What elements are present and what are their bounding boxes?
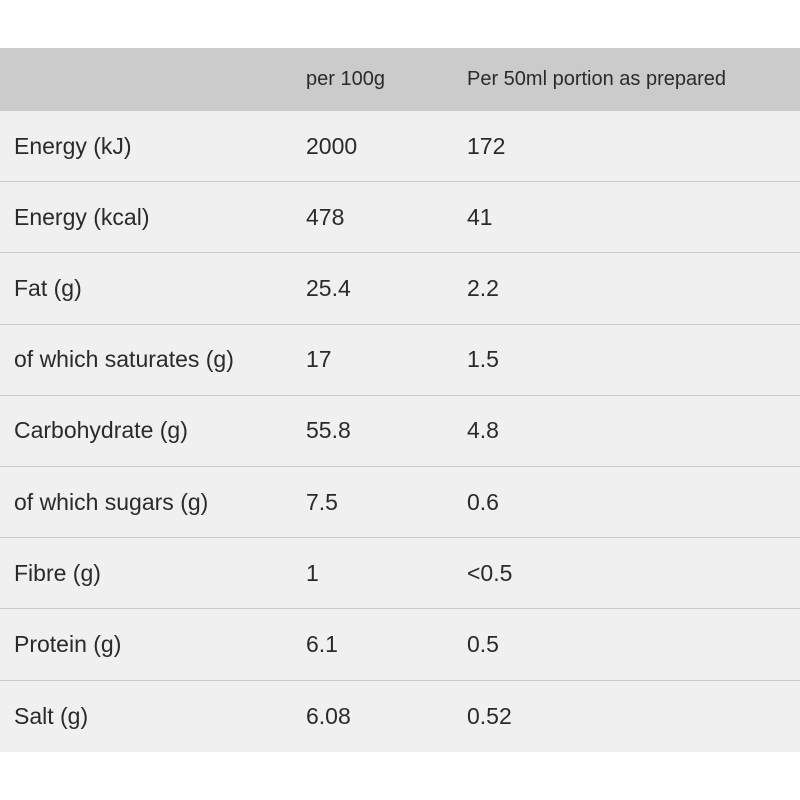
nutrient-name: Energy (kcal) [14,203,150,230]
per-portion-value: 4.8 [467,417,499,444]
per-100g-value: 25.4 [306,274,351,301]
per-100g-value: 6.1 [306,630,338,657]
per-portion-value: 0.52 [467,702,512,729]
per-portion-value: 172 [467,132,506,159]
per-100g-value: 6.08 [306,702,351,729]
table-row: Energy (kJ) 2000 172 [0,111,800,183]
header-per-100g: per 100g [306,68,385,90]
header-per-portion: Per 50ml portion as prepared [467,68,727,90]
nutrient-name: Protein (g) [14,630,122,657]
nutrient-name: Energy (kJ) [14,132,132,159]
per-portion-value: 0.5 [467,630,499,657]
per-100g-value: 2000 [306,132,358,159]
nutrient-name: Carbohydrate (g) [14,417,188,444]
table-row: of which sugars (g) 7.5 0.6 [0,466,800,539]
nutrient-name: of which sugars (g) [14,488,209,515]
table-row: Energy (kcal) 478 41 [0,182,800,254]
table-row: Salt (g) 6.08 0.52 [0,680,800,752]
table-header-row: per 100g Per 50ml portion as prepared [0,48,800,111]
table-row: Carbohydrate (g) 55.8 4.8 [0,395,800,467]
per-portion-value: 1.5 [467,346,499,373]
nutrient-name: Fat (g) [14,274,82,301]
per-100g-value: 478 [306,203,345,230]
nutrient-name: Fibre (g) [14,559,101,586]
table-row: Protein (g) 6.1 0.5 [0,609,800,681]
nutrient-name: of which saturates (g) [14,346,234,373]
per-100g-value: 55.8 [306,417,351,444]
table-row: of which saturates (g) 17 1.5 [0,324,800,396]
table-row: Fat (g) 25.4 2.2 [0,253,800,325]
per-portion-value: 41 [467,203,493,230]
per-100g-value: 17 [306,346,332,373]
per-portion-value: 0.6 [467,488,499,515]
table-row: Fibre (g) 1 <0.5 [0,538,800,610]
nutrient-name: Salt (g) [14,702,89,729]
nutrition-table: per 100g Per 50ml portion as prepared En… [0,48,800,752]
per-100g-value: 1 [306,559,319,586]
per-portion-value: 2.2 [467,274,499,301]
per-100g-value: 7.5 [306,488,338,515]
per-portion-value: <0.5 [467,559,513,586]
